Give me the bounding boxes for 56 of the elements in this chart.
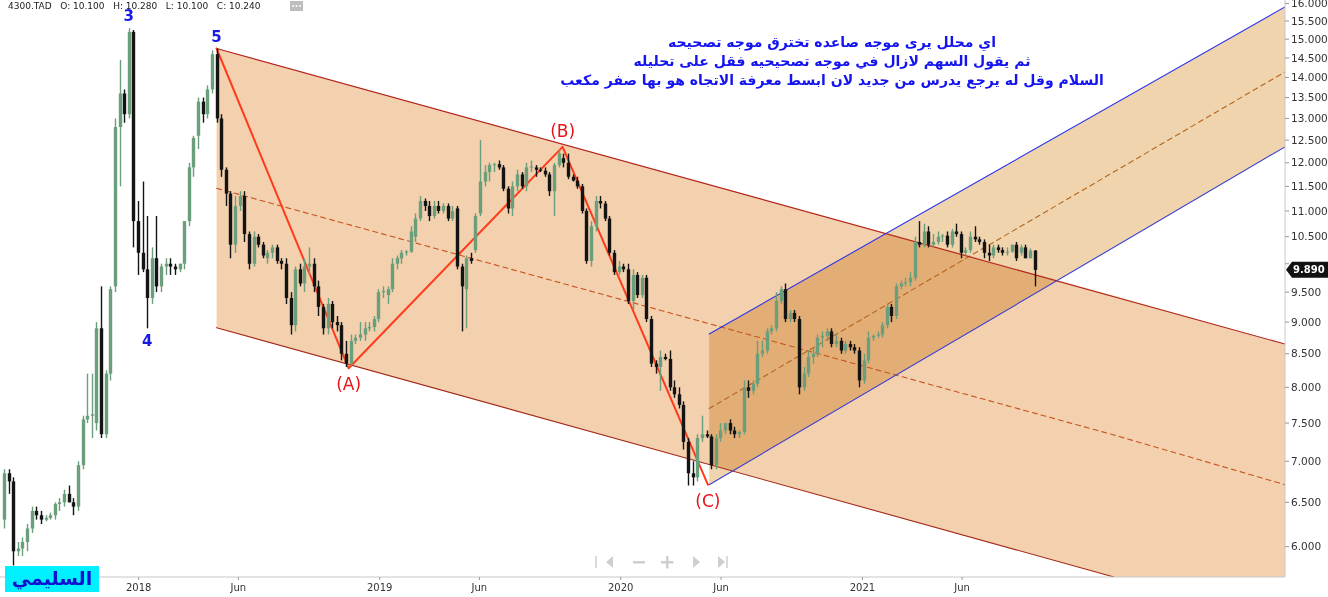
- candlestick: [363, 321, 368, 342]
- y-tick-label: 12.000: [1291, 156, 1328, 169]
- annotation: السليمي: [11, 567, 93, 590]
- x-tick-label: Jun: [953, 582, 970, 593]
- candlestick: [418, 195, 423, 222]
- x-tick-label: 2019: [366, 582, 393, 593]
- candlestick: [349, 333, 354, 368]
- y-tick-label: 6.000: [1291, 540, 1322, 553]
- y-tick-label: 8.500: [1291, 347, 1322, 360]
- annotation: (A): [336, 374, 362, 395]
- annotation: 5: [211, 27, 222, 46]
- x-tick-label: 2018: [125, 582, 152, 593]
- y-tick-label: 9.500: [1291, 285, 1322, 298]
- candlestick: [700, 415, 705, 443]
- candlestick: [515, 169, 520, 192]
- y-tick-label: 8.000: [1291, 381, 1322, 393]
- y-tick-label: 13.500: [1291, 91, 1328, 104]
- y-tick-label: 11.000: [1291, 204, 1328, 217]
- y-tick-label: 6.500: [1291, 495, 1322, 508]
- annotation: (C): [695, 490, 721, 511]
- x-tick-label: Jun: [470, 582, 488, 593]
- y-tick-label: 11.500: [1291, 180, 1328, 193]
- candlestick: [829, 327, 834, 348]
- y-tick-label: 9.000: [1291, 315, 1322, 328]
- candlestick: [917, 220, 922, 249]
- candlestick: [677, 386, 682, 410]
- y-tick-label: 16.000: [1291, 0, 1328, 10]
- candlestick: [765, 327, 770, 355]
- y-tick-label: 13.000: [1291, 112, 1328, 125]
- text: 9.890: [1293, 264, 1325, 276]
- y-tick-label: 7.000: [1291, 454, 1322, 467]
- x-tick-label: Jun: [712, 582, 729, 593]
- candlestick: [316, 279, 321, 317]
- y-tick-label: 15.000: [1291, 32, 1328, 45]
- candlestick: [950, 228, 955, 249]
- candlestick: [922, 222, 927, 249]
- candlestick: [926, 225, 931, 249]
- annotation: (B): [550, 120, 576, 141]
- y-tick-label: 12.500: [1291, 133, 1328, 146]
- annotation: 4: [142, 331, 153, 350]
- annotation: 4300.TAD O: 10.100 H: 10.280 L: 10.100 C: 10.240: [8, 1, 261, 11]
- x-tick-label: 2020: [607, 582, 634, 593]
- y-tick-label: 10.500: [1291, 230, 1328, 243]
- candlestick: [307, 246, 312, 276]
- text: اي محلل يرى موجه صاعده تخترق موجه تصحيحه ثم يقول السهم لازال في موجه تصحيحيه فقل على تحليله السلام وقل له يرجع يدرس من جديد لان ابسط معرفة الاتجاه هو بها صفر مكعب: [560, 34, 1104, 89]
- x-tick-label: Jun: [229, 582, 247, 593]
- x-tick-label: 2021: [849, 582, 876, 593]
- candlestick: [25, 523, 30, 552]
- candlestick: [483, 164, 488, 188]
- candlestick: [275, 243, 280, 265]
- candlestick: [501, 164, 506, 192]
- y-tick-label: 7.500: [1291, 416, 1322, 429]
- y-tick-label: 15.500: [1291, 14, 1328, 27]
- y-tick-label: 14.000: [1291, 71, 1328, 84]
- candlestick: [603, 200, 608, 222]
- y-tick-label: 14.500: [1291, 51, 1328, 64]
